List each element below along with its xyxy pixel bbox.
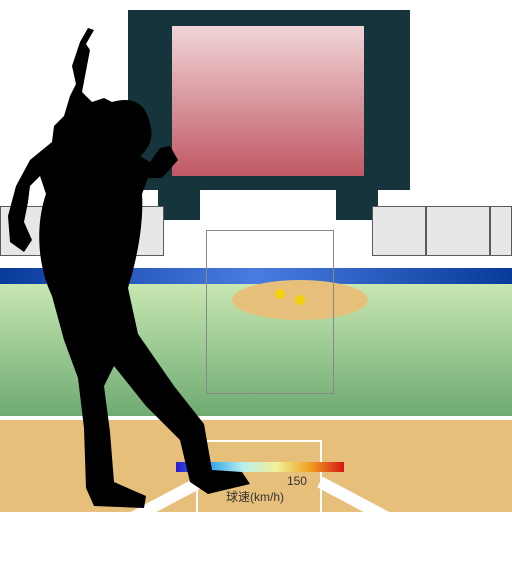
stand-section [372, 206, 426, 256]
stand-section [426, 206, 490, 256]
colorbar-tick: 150 [287, 474, 307, 488]
stand-section [490, 206, 512, 256]
batter-silhouette [0, 26, 254, 512]
pitch-dot [295, 295, 305, 305]
pitch-location-chart: 100150 球速(km/h) [0, 0, 512, 512]
pitch-dot [275, 289, 285, 299]
